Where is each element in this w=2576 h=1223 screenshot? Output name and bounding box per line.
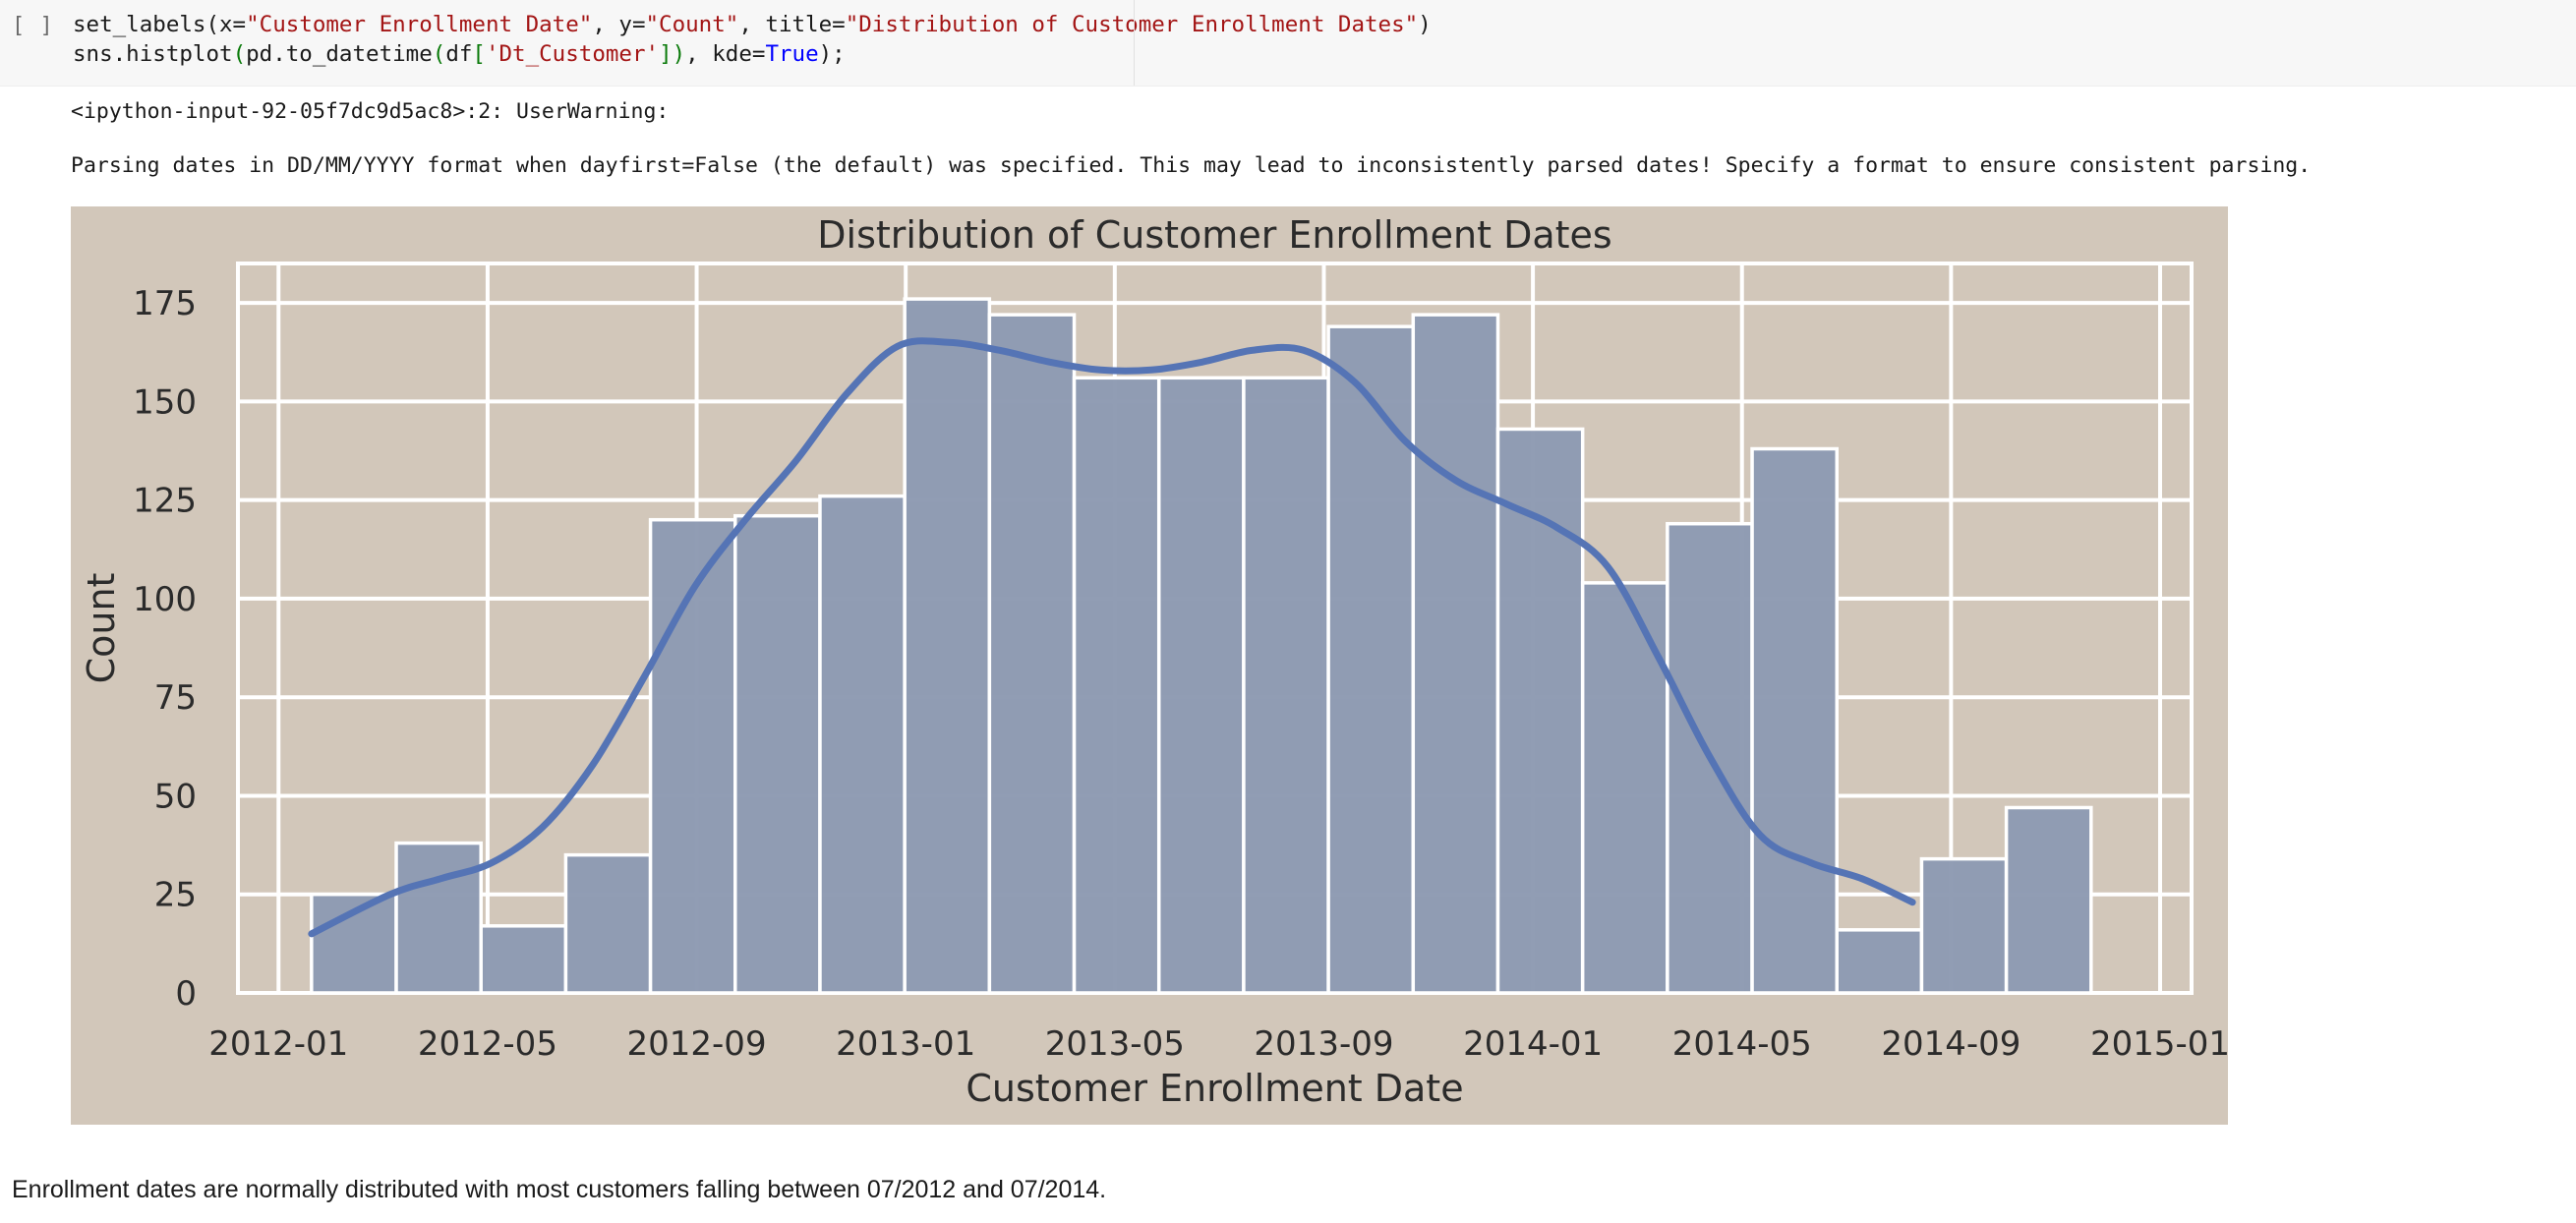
code-token: sns.histplot [73, 41, 233, 67]
histogram-bar [479, 924, 568, 995]
histogram-bar [2004, 805, 2093, 995]
code-token: [ [472, 41, 486, 67]
y-tick-label: 25 [154, 876, 197, 915]
code-token: pd.to_datetime [246, 41, 433, 67]
code-token: x= [219, 12, 247, 37]
y-axis-label: Count [80, 573, 123, 684]
histogram-bar [1242, 376, 1330, 995]
y-tick-label: 125 [133, 482, 197, 521]
x-tick-label: 2013-05 [1045, 1024, 1185, 1064]
code-token: , kde= [685, 41, 766, 67]
code-token: ); [818, 41, 846, 67]
code-token: ) [672, 41, 686, 67]
histogram-figure: 0 25 50 75 100 125 150 175 2012-01 2012-05 2012-09… [71, 206, 2228, 1125]
code-string: "Customer Enrollment Date" [246, 12, 593, 37]
x-axis-label: Customer Enrollment Date [966, 1067, 1463, 1110]
code-string: "Count" [645, 12, 739, 37]
y-tick-label: 175 [133, 284, 197, 323]
histogram-bar [1326, 324, 1416, 995]
y-tick-label: 75 [154, 678, 197, 718]
histogram-bar [1411, 313, 1500, 995]
code-token: , title= [738, 12, 846, 37]
code-line-1[interactable]: set_labels(x="Customer Enrollment Date",… [73, 12, 1432, 37]
code-token: set_labels [73, 12, 206, 37]
x-tick-label: 2014-09 [1881, 1024, 2020, 1064]
code-line-2[interactable]: sns.histplot(pd.to_datetime(df['Dt_Custo… [73, 41, 846, 67]
x-tick-label: 2013-01 [836, 1024, 975, 1064]
run-cell-button[interactable]: [ ] [12, 14, 54, 38]
histogram-bar [903, 297, 992, 995]
x-tick-label: 2014-05 [1672, 1024, 1812, 1064]
histogram-bar [1495, 427, 1585, 995]
y-tick-label: 100 [133, 580, 197, 619]
histogram-bar [648, 517, 737, 995]
x-tick-label: 2012-01 [208, 1024, 348, 1064]
histogram-bar [987, 313, 1077, 995]
histogram-bar [1072, 376, 1161, 995]
histogram-bar [1750, 446, 1839, 995]
code-token: ( [432, 41, 446, 67]
code-token: ) [1418, 12, 1432, 37]
kde-line [308, 337, 1916, 938]
x-tick-label: 2013-09 [1254, 1024, 1393, 1064]
code-divider [1134, 0, 1135, 86]
code-keyword: True [765, 41, 819, 67]
histogram-bar [563, 852, 653, 995]
code-token: ] [659, 41, 673, 67]
code-token: df [445, 41, 473, 67]
histogram-bar [1835, 928, 1924, 995]
y-tick-label: 0 [175, 974, 197, 1014]
histogram-chart: 0 25 50 75 100 125 150 175 2012-01 2012-05 2012-09… [80, 213, 2228, 1110]
warning-body: Parsing dates in DD/MM/YYYY format when … [71, 153, 2312, 178]
histogram-bar [1919, 856, 2009, 995]
warning-header: <ipython-input-92-05f7dc9d5ac8>:2: UserW… [71, 99, 670, 124]
x-tick-label: 2012-05 [418, 1024, 557, 1064]
code-cell[interactable]: [ ] set_labels(x="Customer Enrollment Da… [0, 0, 2576, 87]
x-tick-label: 2012-09 [627, 1024, 767, 1064]
chart-title: Distribution of Customer Enrollment Date… [817, 213, 1611, 257]
markdown-text: Enrollment dates are normally distribute… [12, 1176, 1107, 1203]
histogram-bar [818, 494, 907, 995]
histogram-bar [1156, 376, 1246, 995]
histogram-bar [394, 841, 483, 995]
histogram-bar [733, 513, 822, 995]
y-tick-label: 150 [133, 382, 197, 422]
x-tick-label: 2014-01 [1463, 1024, 1603, 1064]
y-tick-label: 50 [154, 777, 197, 816]
x-tick-label: 2015-01 [2090, 1024, 2228, 1064]
code-string: 'Dt_Customer' [485, 41, 660, 67]
code-token: ( [205, 12, 220, 37]
code-token: ( [232, 41, 247, 67]
code-token: , y= [592, 12, 646, 37]
code-string: "Distribution of Customer Enrollment Dat… [845, 12, 1419, 37]
